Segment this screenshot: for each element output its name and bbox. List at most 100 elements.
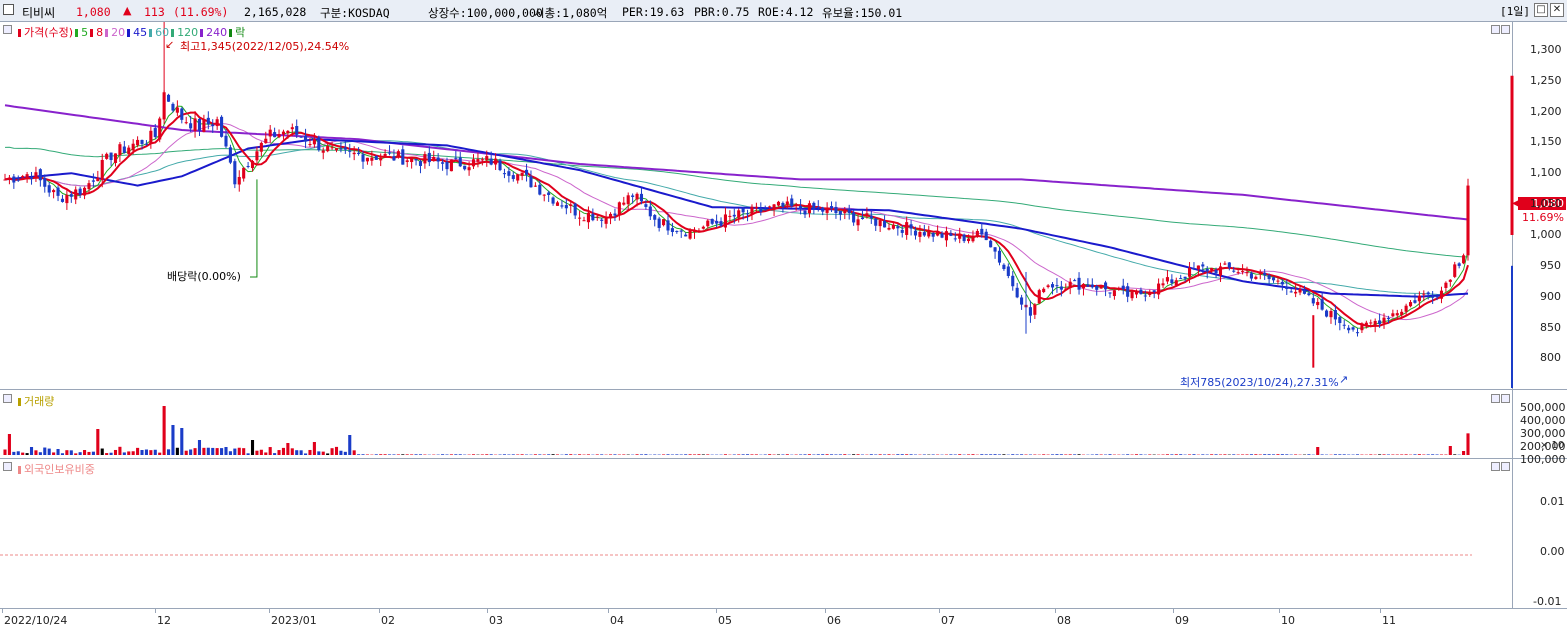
volume-bar	[1174, 454, 1178, 455]
candle-body	[105, 153, 109, 159]
panel-minimize-icon[interactable]	[1491, 462, 1500, 471]
volume-bar	[1192, 454, 1196, 455]
volume-bar	[1462, 451, 1466, 455]
volume-bar	[255, 450, 259, 455]
volume-bar	[3, 449, 7, 455]
panel-minimize-icon[interactable]	[1491, 394, 1500, 403]
candle-body	[7, 177, 11, 180]
legend-item[interactable]: 120	[177, 26, 199, 39]
candle-body	[997, 250, 1002, 263]
legend-item[interactable]: 락	[235, 26, 246, 39]
price-change: 113	[144, 5, 165, 19]
candle-body	[1369, 322, 1373, 324]
candle-body	[821, 207, 825, 212]
candle-body	[1364, 322, 1368, 326]
y-tick-label: 1,050	[1530, 197, 1562, 211]
candle-body	[776, 201, 781, 206]
candle-body	[989, 240, 993, 248]
panel-menu-icon[interactable]	[3, 462, 12, 471]
candle-body	[1214, 269, 1218, 274]
volume-bar	[100, 448, 104, 455]
candle-body	[507, 171, 511, 176]
volume-bar	[1276, 454, 1280, 455]
candle-body	[1090, 284, 1094, 288]
volume-bar	[113, 449, 118, 455]
candle-body	[993, 247, 997, 252]
legend-item[interactable]: 20	[111, 26, 126, 39]
volume-bar	[1095, 454, 1099, 455]
x-tick-label: 11	[1382, 614, 1396, 627]
y-tick-label: 1,100	[1530, 166, 1562, 180]
legend-item[interactable]: 5	[81, 26, 89, 39]
volume-bar	[454, 454, 458, 455]
volume-bar	[21, 452, 25, 455]
panel-maximize-icon[interactable]	[1501, 25, 1510, 34]
candle-body	[1099, 285, 1103, 289]
volume-bar	[158, 452, 162, 455]
stock-name[interactable]: 티비씨	[22, 6, 56, 20]
candle-body	[396, 151, 400, 158]
panel-menu-icon[interactable]	[3, 394, 12, 403]
candle-body	[1422, 293, 1426, 295]
volume-bar	[843, 454, 847, 455]
candle-body	[657, 218, 661, 228]
candle-body	[622, 202, 626, 205]
candle-body	[113, 153, 118, 164]
select-checkbox[interactable]	[3, 4, 14, 15]
candle-body	[1302, 290, 1307, 294]
close-button[interactable]: ✕	[1550, 3, 1564, 17]
volume-bar	[662, 454, 666, 455]
volume-bar	[317, 451, 321, 455]
legend-swatch	[75, 29, 79, 37]
candle-body	[34, 172, 38, 177]
candle-body	[1342, 324, 1346, 326]
legend-item[interactable]: 가격(수정)	[24, 26, 74, 39]
volume-bar	[966, 454, 971, 455]
candle-body	[255, 151, 259, 161]
period-selector[interactable]: [1일]	[1500, 5, 1530, 18]
x-tick	[155, 608, 156, 613]
y-tick-label: 400,000	[1520, 414, 1566, 427]
restore-button[interactable]: □	[1534, 3, 1548, 17]
panel-menu-icon[interactable]	[3, 25, 12, 34]
candle-body	[1042, 288, 1046, 293]
volume-bar	[502, 454, 507, 455]
y-tick-label: 1,000	[1530, 227, 1562, 241]
y-tick-label: 1,300	[1530, 42, 1562, 56]
candle-body	[529, 176, 533, 188]
ma240-line	[4, 104, 1469, 221]
candle-body	[732, 214, 736, 217]
panel-maximize-icon[interactable]	[1501, 394, 1510, 403]
candle-body	[387, 152, 392, 154]
legend-item[interactable]: 240	[206, 26, 228, 39]
volume-bar	[666, 454, 670, 455]
volume-bar	[69, 450, 73, 455]
candle-body	[865, 213, 869, 216]
x-tick-label: 08	[1057, 614, 1071, 627]
legend-item[interactable]: 45	[133, 26, 148, 39]
panel-maximize-icon[interactable]	[1501, 462, 1510, 471]
candle-body	[127, 147, 131, 154]
y-tick-label: 1,200	[1530, 104, 1562, 118]
candle-body	[741, 208, 745, 213]
volume-bar	[1280, 454, 1284, 455]
candle-body	[555, 202, 560, 206]
volume-bar	[1355, 454, 1360, 455]
candle-body	[1280, 281, 1284, 285]
volume-bar	[533, 454, 537, 455]
candle-body	[489, 158, 493, 165]
legend-item[interactable]: 60	[155, 26, 170, 39]
legend-item[interactable]: 8	[96, 26, 104, 39]
candle-body	[962, 234, 966, 242]
volume-bar	[1077, 454, 1081, 455]
candle-body	[1431, 296, 1435, 298]
panel-minimize-icon[interactable]	[1491, 25, 1500, 34]
volume-bar	[211, 447, 215, 455]
candle-body	[913, 230, 918, 236]
volume-bar	[352, 450, 356, 455]
price-pointer-icon: ◀	[1512, 198, 1520, 209]
candle-body	[441, 162, 445, 164]
candle-body	[675, 230, 679, 232]
volume-bar	[639, 454, 644, 455]
